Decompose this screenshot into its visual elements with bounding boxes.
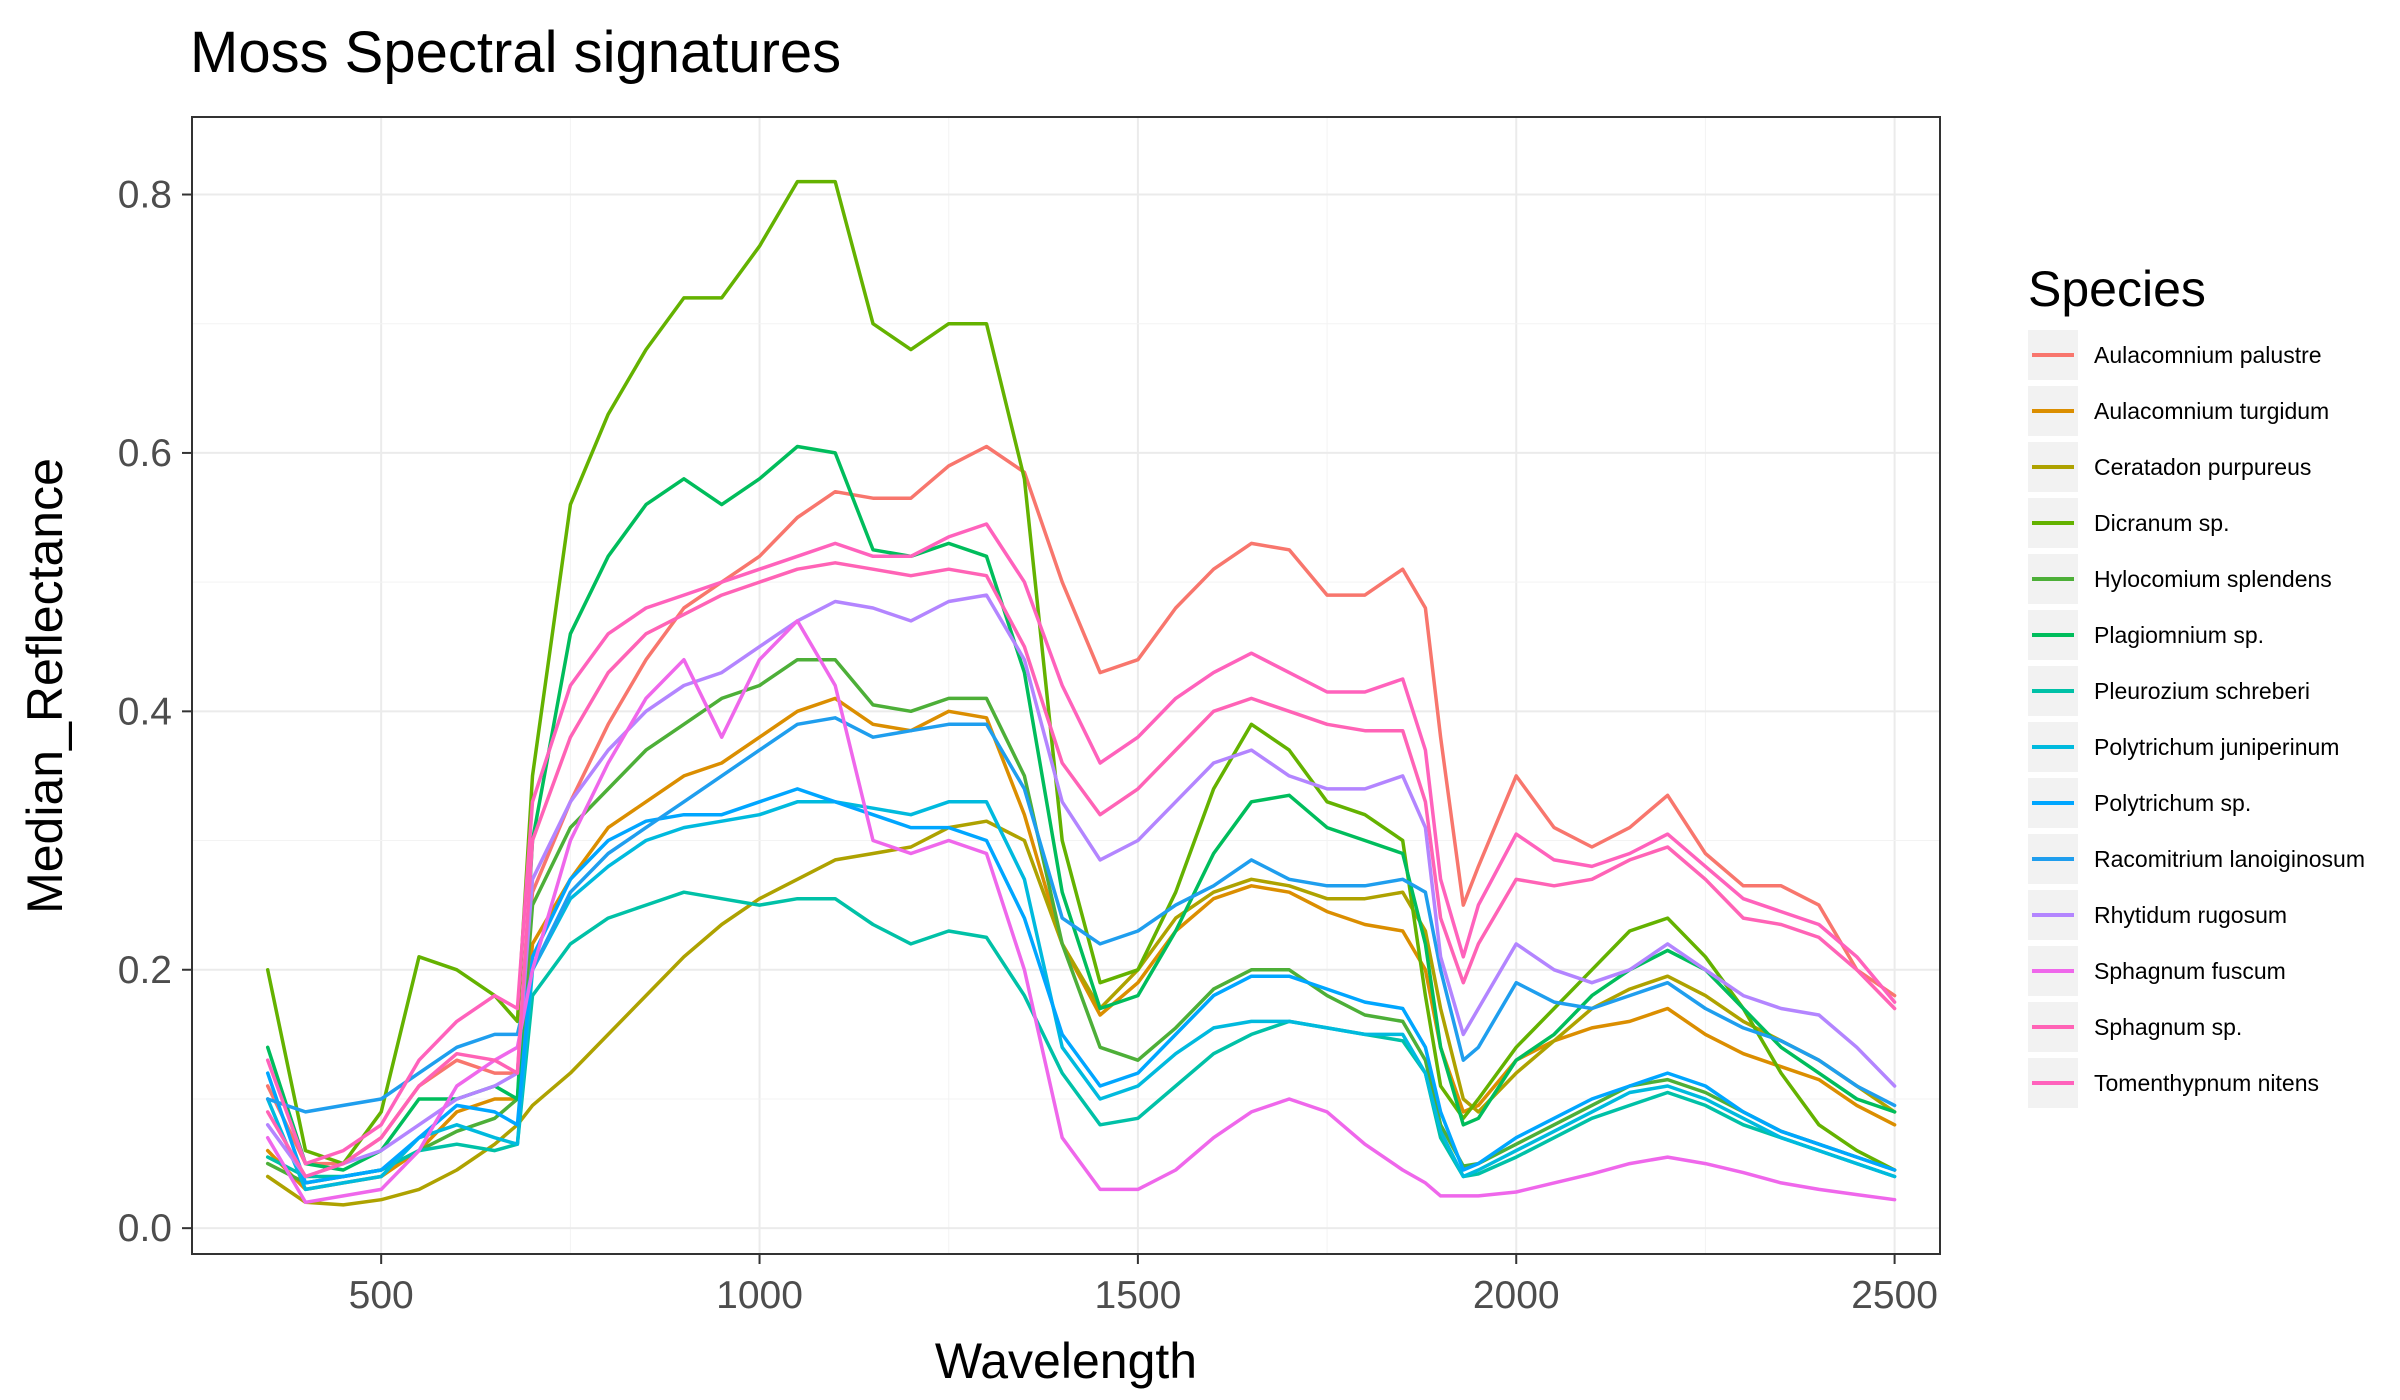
series-line [265, 522, 1897, 1166]
legend-item: Hylocomium splendens [2028, 554, 2332, 604]
grid-lines [192, 117, 1940, 1254]
legend-items: Aulacomnium palustre Aulacomnium turgidum… [2028, 330, 2365, 1108]
series-line [265, 787, 1897, 1185]
legend-item: Racomitrium lanoiginosum [2028, 834, 2365, 884]
legend-label: Sphagnum fuscum [2094, 958, 2286, 984]
chart-title: Moss Spectral signatures [190, 20, 841, 85]
legend-item: Sphagnum fuscum [2028, 946, 2286, 996]
plot-background [192, 117, 1940, 1254]
y-axis-title: Median_Reflectance [17, 458, 73, 914]
legend-label: Rhytidum rugosum [2094, 902, 2287, 928]
x-tick-label: 2000 [1473, 1274, 1560, 1317]
legend-item: Tomenthypnum nitens [2028, 1058, 2319, 1108]
legend-item: Polytrichum sp. [2028, 778, 2251, 828]
y-tick-label: 0.6 [118, 432, 172, 475]
y-tick-label: 0.8 [118, 174, 172, 217]
legend-label: Dicranum sp. [2094, 510, 2229, 536]
x-tick-label: 1500 [1095, 1274, 1182, 1317]
series-lines [265, 179, 1897, 1207]
legend-label: Ceratadon purpureus [2094, 454, 2311, 480]
y-axis: 0.0 0.2 0.4 0.6 0.8 [118, 174, 192, 1250]
legend-item: Plagiomnium sp. [2028, 610, 2264, 660]
legend-label: Plagiomnium sp. [2094, 622, 2264, 648]
legend-label: Tomenthypnum nitens [2094, 1070, 2319, 1096]
legend-item: Aulacomnium turgidum [2028, 386, 2329, 436]
series-line [265, 657, 1897, 1185]
x-axis-title: Wavelength [935, 1333, 1197, 1389]
plot-border [191, 116, 1941, 1255]
legend-label: Racomitrium lanoiginosum [2094, 846, 2365, 872]
legend-item: Pleurozium schreberi [2028, 666, 2310, 716]
x-tick-label: 2500 [1851, 1274, 1938, 1317]
legend-label: Sphagnum sp. [2094, 1014, 2242, 1040]
legend-item: Polytrichum juniperinum [2028, 722, 2339, 772]
legend-label: Polytrichum juniperinum [2094, 734, 2339, 760]
y-tick-label: 0.0 [118, 1207, 172, 1250]
legend-title: Species [2028, 261, 2206, 317]
legend: Species Aulacomnium palustreAulacomnium … [2028, 261, 2365, 1108]
legend-label: Polytrichum sp. [2094, 790, 2251, 816]
x-axis: 500 1000 1500 2000 2500 [349, 1254, 1938, 1317]
legend-item: Aulacomnium palustre [2028, 330, 2322, 380]
legend-label: Pleurozium schreberi [2094, 678, 2310, 704]
series-line [265, 619, 1897, 1205]
x-tick-label: 1000 [716, 1274, 803, 1317]
legend-item: Dicranum sp. [2028, 498, 2229, 548]
plot-area [191, 116, 1941, 1255]
legend-item: Rhytidum rugosum [2028, 890, 2287, 940]
y-tick-label: 0.2 [118, 949, 172, 992]
legend-label: Aulacomnium turgidum [2094, 398, 2329, 424]
x-tick-label: 500 [349, 1274, 414, 1317]
legend-item: Sphagnum sp. [2028, 1002, 2242, 1052]
legend-label: Hylocomium splendens [2094, 566, 2332, 592]
y-tick-label: 0.4 [118, 690, 172, 733]
legend-label: Aulacomnium palustre [2094, 342, 2322, 368]
legend-item: Ceratadon purpureus [2028, 442, 2311, 492]
series-line [265, 561, 1897, 1179]
